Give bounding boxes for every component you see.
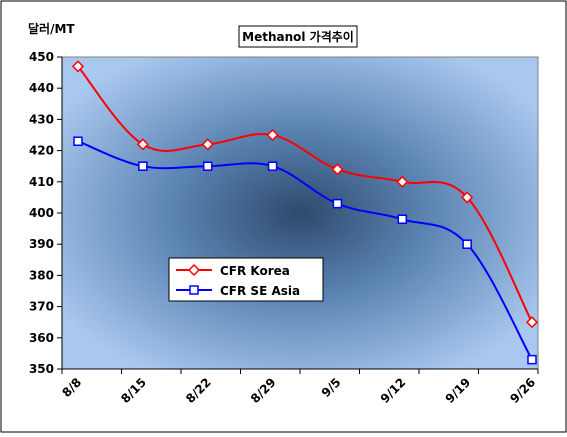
y-tick-label: 400 xyxy=(29,206,54,220)
y-tick-label: 380 xyxy=(29,268,54,282)
y-tick-label: 410 xyxy=(29,175,54,189)
y-tick-label: 430 xyxy=(29,112,54,126)
chart-title: Methanol 가격추이 xyxy=(242,29,354,44)
data-point xyxy=(73,136,83,146)
data-point xyxy=(136,138,149,151)
plot-area xyxy=(61,56,539,370)
series-layer xyxy=(71,60,539,365)
data-point xyxy=(397,214,408,224)
y-tick-label: 350 xyxy=(29,362,54,376)
data-point xyxy=(71,60,85,73)
y-tick-label: 360 xyxy=(29,331,54,345)
legend-label: CFR Korea xyxy=(220,264,290,278)
title-box: Methanol 가격추이 xyxy=(238,25,358,48)
y-axis: 350 360 370 380 390 400 410 420 430 440 450 xyxy=(29,50,63,376)
data-point xyxy=(332,198,343,209)
y-tick-label: 370 xyxy=(29,300,54,314)
data-point xyxy=(267,161,278,171)
data-point xyxy=(396,175,409,188)
y-tick-label: 450 xyxy=(29,50,54,64)
data-point xyxy=(461,191,474,204)
data-point xyxy=(525,316,539,329)
legend-item: CFR Korea xyxy=(176,263,290,278)
series-1 xyxy=(71,60,539,329)
legend-marker xyxy=(187,263,201,277)
data-point xyxy=(202,161,213,171)
legend-label: CFR SE Asia xyxy=(220,284,300,298)
legend-marker xyxy=(189,285,199,295)
legend: CFR Korea CFR SE Asia xyxy=(168,257,324,302)
data-point xyxy=(462,239,472,249)
y-axis-label: 달러/MT xyxy=(28,21,75,36)
legend-item: CFR SE Asia xyxy=(176,284,300,298)
data-point xyxy=(527,354,537,365)
data-point xyxy=(201,138,214,151)
y-tick-label: 390 xyxy=(29,237,54,251)
y-tick-label: 420 xyxy=(29,144,54,158)
y-tick-label: 440 xyxy=(29,81,54,95)
data-point xyxy=(331,163,344,176)
data-point xyxy=(138,161,148,171)
series-2 xyxy=(73,136,537,365)
data-point xyxy=(266,128,279,142)
